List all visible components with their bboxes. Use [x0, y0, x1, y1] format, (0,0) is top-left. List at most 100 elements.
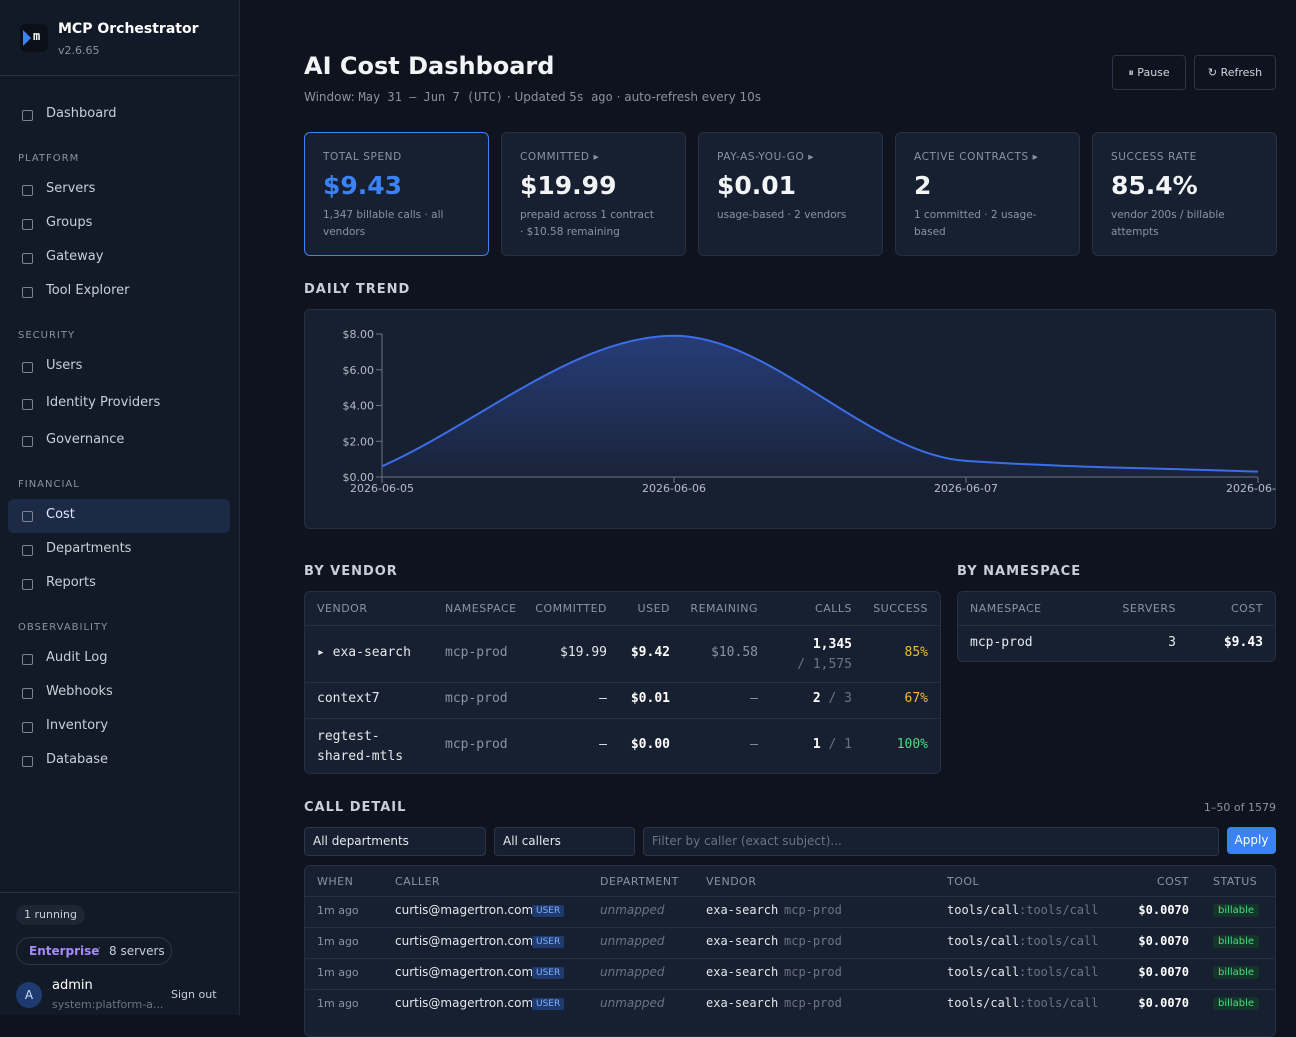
when: 1m ago [317, 997, 359, 1010]
cell-namespace: mcp-prod [445, 691, 508, 706]
nav-item[interactable]: Webhooks [46, 684, 113, 699]
role-badge: USER [532, 967, 565, 979]
role-badge: USER [532, 936, 565, 948]
status-badge: billable [1213, 935, 1260, 948]
brand-name: MCP Orchestrator [58, 21, 199, 37]
calls: 1 / 1 [813, 737, 852, 752]
subtitle: Window: May 31 – Jun 7 (UTC) · Updated 5… [304, 90, 761, 104]
active-item [8, 499, 230, 533]
sign-out[interactable]: Sign out [171, 988, 217, 1001]
caller-filter[interactable]: Filter by caller (exact subject)... [643, 827, 1219, 856]
page-count: 1–50 of 1579 [1203, 801, 1276, 814]
cell-committed: — [599, 736, 607, 752]
caller: curtis@magertron.com [395, 934, 534, 948]
nav-item[interactable]: Gateway [46, 249, 104, 264]
pause-button[interactable]: ⏸ Pause [1112, 55, 1186, 90]
cost: $9.43 [1223, 635, 1263, 650]
nav-item[interactable]: Identity Providers [46, 395, 161, 410]
nav-item[interactable]: Database [46, 752, 109, 767]
kpi-card: PAY-AS-YOU-GO ▸ $0.01 usage-based · 2 vend… [698, 132, 883, 256]
running-pill: 1 running [16, 905, 85, 925]
column-header: VENDOR [317, 602, 368, 615]
cell-used: $9.42 [630, 644, 670, 660]
vendor: exa-search [706, 996, 779, 1010]
kpi-note: usage-based · 2 vendors [717, 209, 847, 221]
nav-item[interactable]: Groups [46, 215, 93, 230]
calls: 1,345 / 1,575 [772, 635, 852, 675]
section-title: DAILY TREND [304, 282, 411, 297]
nav-item[interactable]: Dashboard [46, 106, 117, 121]
kpi-note: 1 committed · 2 usage-based [914, 209, 1037, 238]
cell-committed: $19.99 [560, 644, 607, 660]
nav-item[interactable]: Governance [46, 432, 125, 447]
attempts: / 1,575 [797, 656, 852, 672]
x-tick-label: 2026-06-05 [350, 482, 414, 495]
nav-item[interactable]: Cost [46, 507, 75, 522]
section-label: FINANCIAL [18, 479, 80, 490]
success: 85% [904, 644, 928, 660]
logo-text: m [33, 29, 41, 43]
call-count: 1,345 [812, 636, 852, 652]
nav-item[interactable]: Reports [46, 575, 96, 590]
caller-select[interactable]: All callers [494, 827, 635, 856]
tool: tools/call [947, 903, 1020, 917]
nav-item[interactable]: Tool Explorer [46, 283, 130, 298]
column-header: REMAINING [690, 602, 758, 615]
tool: tools/call [947, 996, 1020, 1010]
section-label: OBSERVABILITY [18, 622, 109, 633]
y-tick-label: $4.00 [343, 400, 375, 413]
when: 1m ago [317, 904, 359, 917]
role-badge: USER [532, 998, 565, 1010]
cell-used: $0.01 [630, 691, 670, 706]
department: unmapped [600, 903, 665, 917]
column-header: COST [1230, 602, 1263, 615]
column-header: NAMESPACE [970, 602, 1042, 615]
vendor: exa-search [706, 934, 779, 948]
chart: $0.00 $2.00 $4.00 $6.00 $8.00 2026-06-05 2026-… [343, 328, 1277, 495]
nav-item[interactable]: Servers [46, 181, 96, 196]
x-tick-label: 2026-06-06 [642, 482, 706, 495]
cost: $0.0070 [1138, 903, 1189, 917]
nav-icon [22, 287, 33, 298]
divider [0, 892, 239, 893]
department: unmapped [600, 965, 665, 979]
cell-namespace: mcp-prod [445, 644, 508, 660]
column-header: SUCCESS [873, 602, 928, 615]
column-header: WHEN [317, 875, 354, 888]
y-tick-label: $2.00 [343, 435, 375, 448]
column-header: CALLER [395, 875, 441, 888]
column-header: COMMITTED [535, 602, 607, 615]
kpi-label: TOTAL SPEND [323, 151, 402, 163]
nav-item[interactable]: Departments [46, 541, 132, 556]
refresh-button[interactable]: ↻ Refresh [1194, 55, 1276, 90]
kpi-value: 2 [914, 171, 932, 200]
when: 1m ago [317, 966, 359, 979]
when: 1m ago [317, 935, 359, 948]
nav-icon [22, 756, 33, 767]
nav-item[interactable]: Users [46, 358, 83, 373]
call-table: WHEN CALLER DEPARTMENT VENDOR TOOL COST STATUS… [304, 865, 1276, 1037]
servers: 8 servers [109, 944, 165, 958]
y-tick-label: $6.00 [343, 364, 375, 377]
row-divider [305, 989, 1275, 990]
cell-remaining: — [750, 736, 758, 752]
nav-item[interactable]: Audit Log [46, 650, 108, 665]
row-divider [305, 896, 1275, 897]
apply-button[interactable]: Apply [1227, 827, 1276, 854]
department-select[interactable]: All departments [304, 827, 486, 856]
nav-icon [22, 654, 33, 665]
kpi-note: vendor 200s / billable attempts [1111, 209, 1225, 238]
namespace: mcp-prod [784, 934, 842, 948]
namespace-table: NAMESPACE SERVERS COST mcp-prod 3 $9.43 [957, 591, 1276, 662]
sidebar: m MCP Orchestrator v2.6.65 1 running Ent… [0, 0, 240, 1015]
section-label: SECURITY [18, 330, 76, 341]
column-header: USED [637, 602, 670, 615]
nav-icon [22, 362, 33, 373]
nav-icon [22, 545, 33, 556]
line [381, 334, 1259, 473]
cell-committed: — [599, 691, 607, 706]
tool-detail: :tools/call [1019, 996, 1099, 1010]
nav-item[interactable]: Inventory [46, 718, 109, 733]
role-badge: USER [532, 905, 565, 917]
cell-vendor: ▸ exa-search [317, 644, 411, 660]
